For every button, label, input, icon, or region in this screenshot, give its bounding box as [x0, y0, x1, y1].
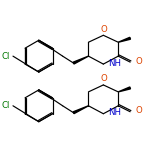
Polygon shape [118, 87, 130, 92]
Text: Cl: Cl [2, 101, 10, 110]
Polygon shape [73, 56, 88, 64]
Polygon shape [118, 37, 130, 42]
Text: NH: NH [108, 59, 121, 68]
Text: O: O [101, 74, 108, 83]
Text: NH: NH [108, 108, 121, 117]
Text: O: O [101, 25, 108, 34]
Polygon shape [73, 106, 88, 114]
Text: O: O [135, 106, 142, 115]
Text: Cl: Cl [2, 52, 10, 61]
Text: O: O [135, 57, 142, 66]
